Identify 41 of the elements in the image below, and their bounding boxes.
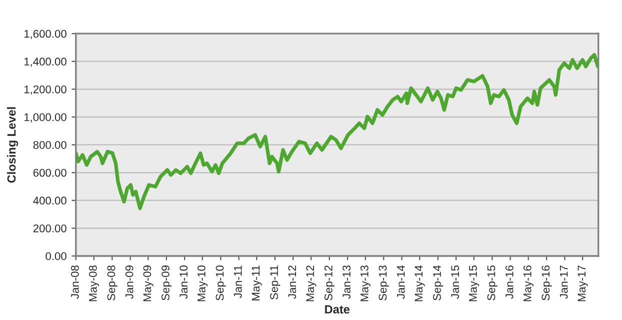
x-axis-title: Date bbox=[325, 305, 350, 314]
x-tick-label: Sep-11 bbox=[270, 266, 280, 300]
y-tick-label: 1,600.00 bbox=[24, 30, 66, 40]
y-tick-label: 0.00 bbox=[46, 252, 66, 260]
x-tick-label: Sep-13 bbox=[378, 266, 389, 300]
x-tick-label: May-15 bbox=[469, 265, 480, 302]
x-tick-label: May-14 bbox=[414, 265, 425, 302]
x-tick-label: May-13 bbox=[360, 266, 371, 302]
x-tick-label: May-08 bbox=[88, 266, 100, 302]
x-tick-label: May-17 bbox=[578, 266, 588, 302]
x-tick-label: Sep-09 bbox=[162, 266, 172, 300]
x-tick-label: Jan-10 bbox=[180, 265, 188, 299]
x-tick-label: May-12 bbox=[306, 266, 316, 302]
x-tick-label: May-11 bbox=[252, 266, 262, 300]
x-tick-label: Jan-08 bbox=[71, 266, 79, 299]
x-tick-label: Jan-17 bbox=[560, 266, 568, 299]
y-axis-title: Closing Level bbox=[6, 107, 18, 183]
line-series bbox=[76, 53, 598, 210]
x-tick-label: Sep-15 bbox=[487, 265, 498, 300]
y-tick-label: 1,200.00 bbox=[24, 85, 66, 95]
y-tick-label: 600.00 bbox=[33, 168, 66, 177]
x-tick-label: Sep-14 bbox=[433, 265, 444, 300]
x-tick-label: Sep-08 bbox=[107, 266, 118, 300]
x-tick-label: Jan-14 bbox=[397, 265, 405, 299]
x-tick-label: Sep-12 bbox=[324, 266, 335, 300]
x-tick-label: Jan-15 bbox=[451, 265, 460, 299]
y-tick-label: 400.00 bbox=[33, 196, 66, 205]
x-tick-label: Jan-16 bbox=[505, 266, 514, 299]
x-tick-label: May-10 bbox=[198, 265, 208, 302]
x-tick-label: Jan-12 bbox=[288, 266, 296, 299]
x-tick-label: Jan-09 bbox=[125, 266, 134, 299]
x-tick-label: May-16 bbox=[523, 266, 534, 302]
x-tick-label: Sep-10 bbox=[216, 265, 226, 300]
x-tick-label: Jan-13 bbox=[342, 266, 351, 299]
x-tick-label: May-09 bbox=[143, 266, 154, 302]
x-tick-label: Sep-16 bbox=[542, 266, 552, 300]
y-tick-label: 200.00 bbox=[33, 224, 66, 232]
x-tick-label: Jan-11 bbox=[234, 266, 242, 298]
y-tick-label: 800.00 bbox=[33, 141, 66, 149]
y-tick-label: 1,400.00 bbox=[24, 58, 66, 67]
y-tick-label: 1,000.00 bbox=[24, 113, 66, 122]
